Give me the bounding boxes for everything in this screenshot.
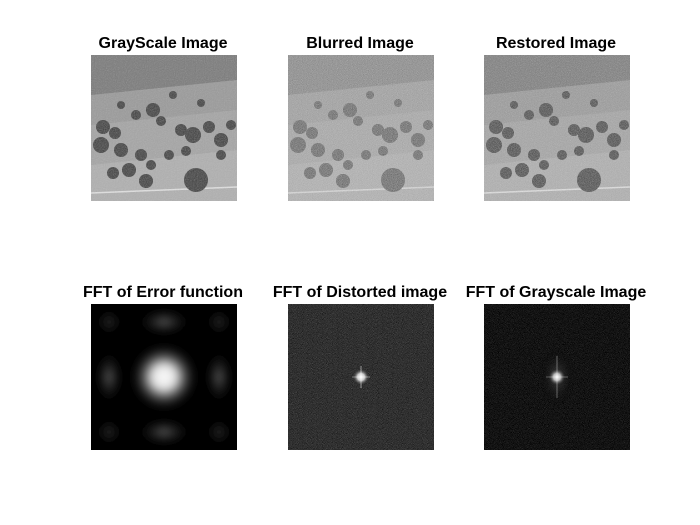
fft-error-function-image [91, 304, 237, 450]
panel-title-grayscale: GrayScale Image [98, 35, 228, 52]
panel-title-fft-distorted: FFT of Distorted image [272, 284, 448, 301]
fft-distorted-image [288, 304, 434, 450]
restored-image-canvas [484, 55, 630, 201]
fft-grayscale-image [484, 304, 630, 450]
panel-title-fft-grayscale: FFT of Grayscale Image [465, 284, 647, 301]
panel-title-fft-error: FFT of Error function [83, 284, 243, 301]
blurred-image [288, 55, 434, 201]
fft-grayscale-canvas [484, 304, 630, 450]
grayscale-image-canvas [91, 55, 237, 201]
grayscale-image [91, 55, 237, 201]
fft-error-function-canvas [91, 304, 237, 450]
panel-title-blurred: Blurred Image [306, 35, 414, 52]
panel-title-restored: Restored Image [495, 35, 617, 52]
restored-image [484, 55, 630, 201]
blurred-image-canvas [288, 55, 434, 201]
fft-distorted-canvas [288, 304, 434, 450]
